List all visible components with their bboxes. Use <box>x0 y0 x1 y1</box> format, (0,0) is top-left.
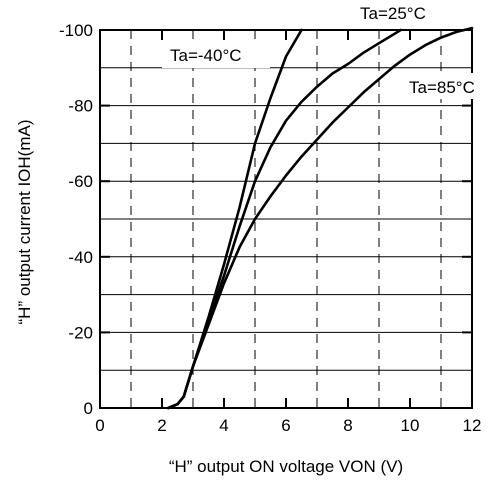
series-label-minus40: Ta=-40°C <box>170 46 242 65</box>
x-tick-label: 0 <box>95 416 104 435</box>
series-label-25: Ta=25°C <box>360 4 426 23</box>
y-tick-label: -20 <box>68 323 93 342</box>
x-tick-label: 6 <box>281 416 290 435</box>
x-tick-label: 4 <box>219 416 228 435</box>
y-tick-label: -60 <box>68 172 93 191</box>
y-axis-title: “H” output current IOH(mA) <box>15 120 34 325</box>
series-labels: Ta=-40°C Ta=25°C Ta=85°C <box>162 4 497 99</box>
y-tick-label: -80 <box>68 97 93 116</box>
y-tick-label: -100 <box>59 21 93 40</box>
y-tick-label: -40 <box>68 248 93 267</box>
x-tick-label: 10 <box>401 416 420 435</box>
x-tick-label: 8 <box>343 416 352 435</box>
y-tick-label: 0 <box>84 399 93 418</box>
x-tick-label: 2 <box>157 416 166 435</box>
axis-ticks: 0 2 4 6 8 10 12 0 -20 -40 -60 -80 -100 <box>59 21 481 435</box>
x-axis-title: “H” output ON voltage VON (V) <box>169 457 403 476</box>
series-label-85: Ta=85°C <box>409 78 475 97</box>
x-tick-label: 12 <box>463 416 482 435</box>
grid <box>100 30 472 408</box>
series-lines <box>166 26 474 410</box>
series-line-2 <box>166 26 474 410</box>
